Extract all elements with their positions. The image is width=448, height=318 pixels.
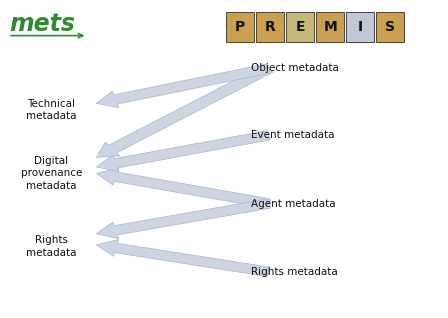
Text: I: I	[358, 20, 363, 34]
Text: P: P	[235, 20, 245, 34]
Bar	[346, 12, 374, 42]
Text: Event metadata: Event metadata	[251, 130, 334, 140]
Polygon shape	[96, 65, 273, 157]
Text: Object metadata: Object metadata	[251, 63, 339, 73]
Text: mets: mets	[9, 12, 75, 36]
Polygon shape	[96, 239, 270, 277]
Bar	[286, 12, 314, 42]
Bar	[226, 12, 254, 42]
Text: Rights metadata: Rights metadata	[251, 267, 338, 277]
Bar	[256, 12, 284, 42]
Bar	[376, 12, 404, 42]
Polygon shape	[96, 199, 271, 238]
Polygon shape	[96, 64, 271, 108]
Text: Technical
metadata: Technical metadata	[26, 99, 77, 121]
Polygon shape	[96, 130, 271, 172]
Text: Digital
provenance
metadata: Digital provenance metadata	[21, 156, 82, 191]
Text: M: M	[323, 20, 337, 34]
Bar	[316, 12, 344, 42]
Text: Rights
metadata: Rights metadata	[26, 235, 77, 258]
Text: R: R	[265, 20, 276, 34]
Text: Agent metadata: Agent metadata	[251, 198, 336, 209]
Text: S: S	[385, 20, 395, 34]
Text: E: E	[295, 20, 305, 34]
Polygon shape	[96, 169, 271, 208]
